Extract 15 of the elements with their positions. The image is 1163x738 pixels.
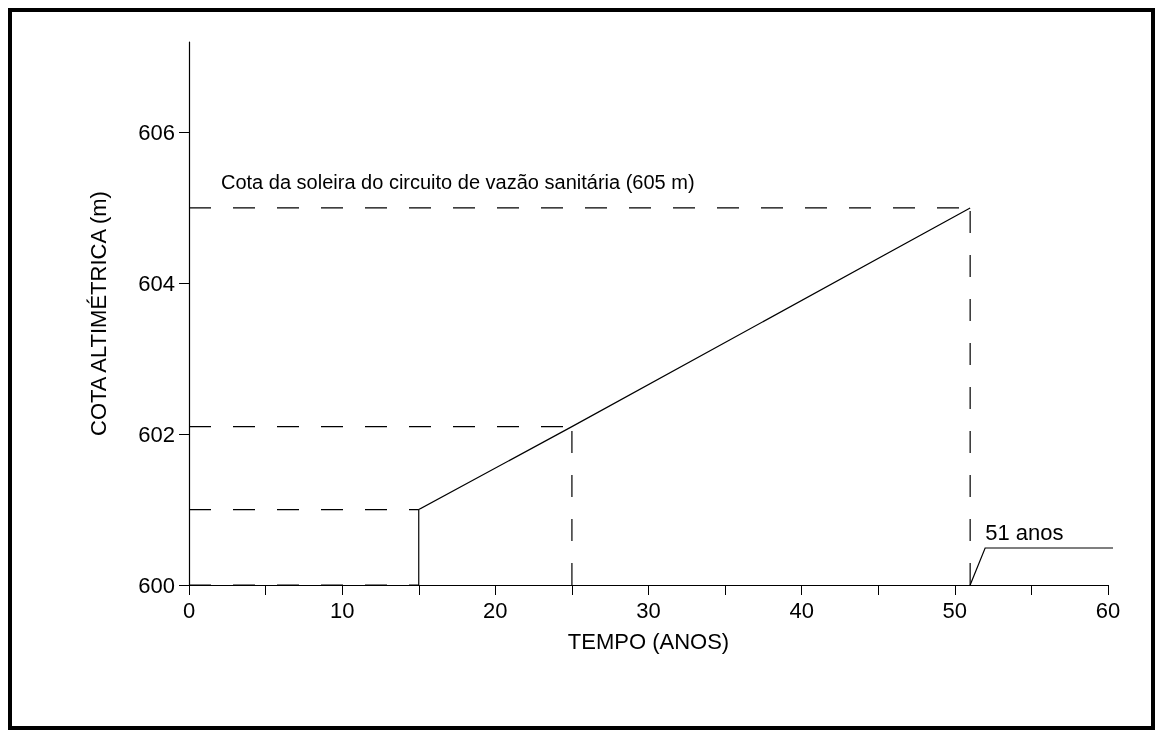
y-tick-label: 600: [138, 572, 175, 598]
annotation: 51 anos: [985, 519, 1064, 545]
y-tick-label: 606: [138, 120, 175, 145]
x-axis-title: TEMPO (ANOS): [567, 628, 730, 654]
x-tick-label: 40: [789, 597, 814, 623]
y-tick-label: 604: [138, 270, 175, 296]
x-tick-label: 0: [182, 597, 196, 623]
x-tick-label: 30: [636, 597, 661, 623]
y-tick-label: 602: [138, 421, 175, 447]
x-tick-label: 10: [329, 597, 355, 623]
y-axis-title: COTA ALTIMÉTRICA (m): [85, 191, 111, 436]
x-tick-label: 20: [483, 597, 508, 623]
x-tick-label: 50: [942, 597, 968, 623]
annotation: Cota da soleira do circuito de vazão sanitária (605 m): [221, 171, 695, 193]
x-tick-label: 60: [1095, 597, 1121, 623]
